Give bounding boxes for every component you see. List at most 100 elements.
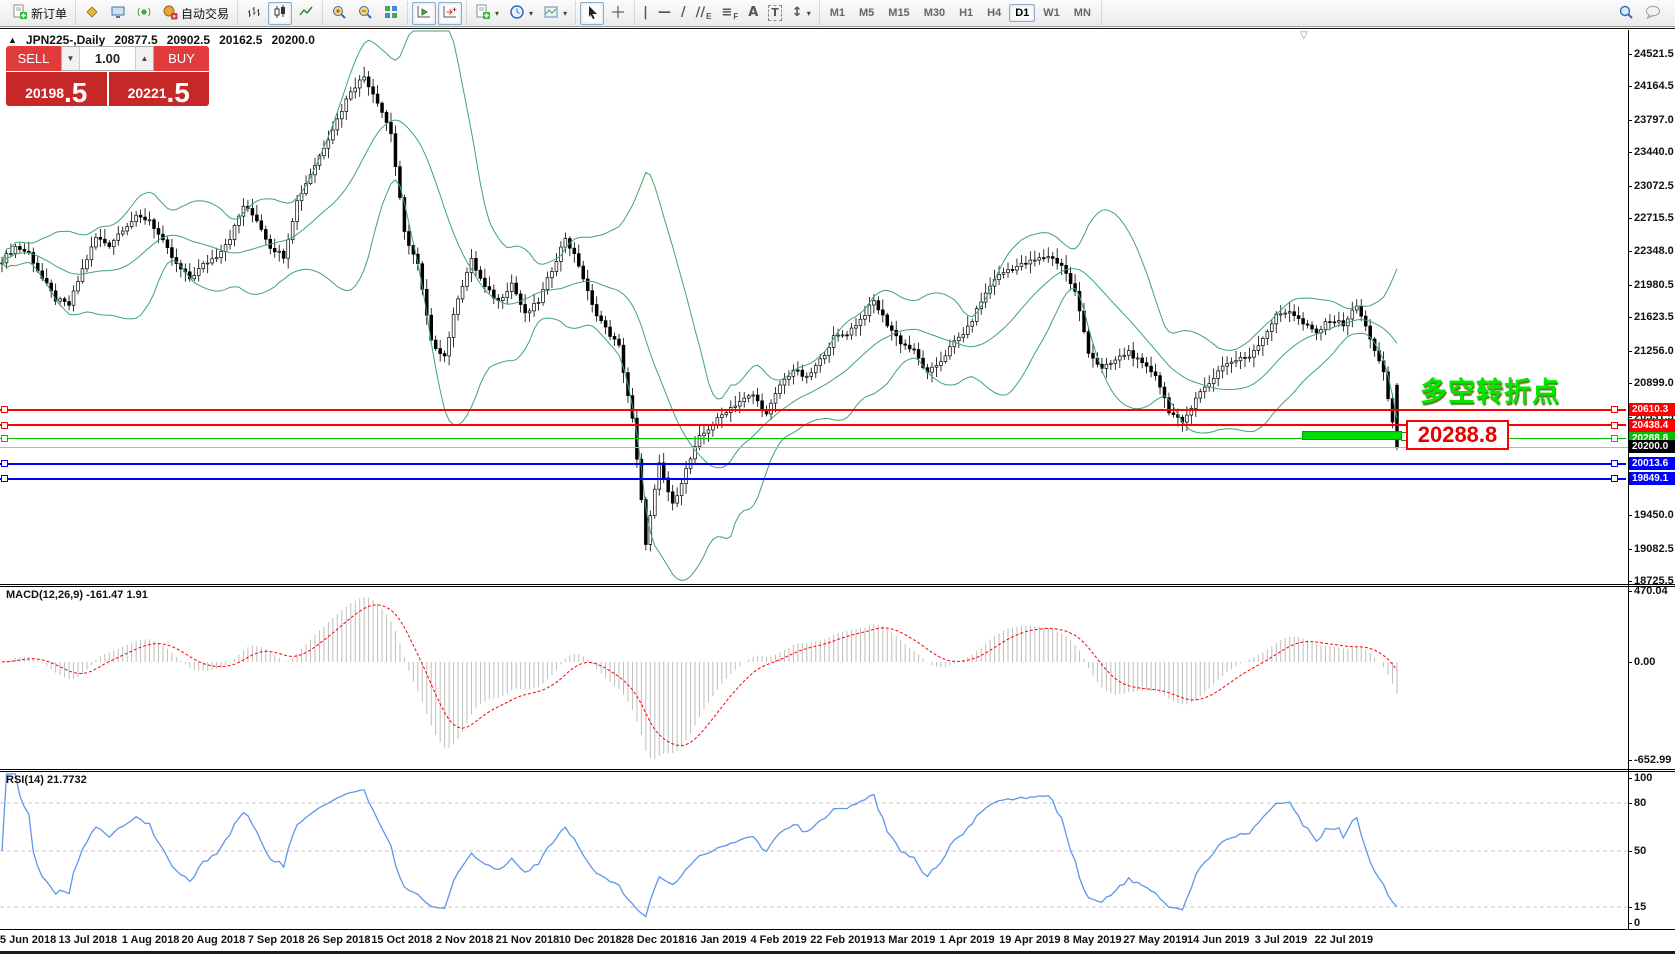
vertical-line-icon: | (643, 5, 648, 20)
price-pane[interactable] (0, 30, 1628, 584)
line-handle[interactable] (1611, 406, 1618, 414)
arrows-button[interactable]: ↕ ▾ (788, 4, 815, 22)
date-label: 22 Jul 2019 (1314, 934, 1374, 946)
time-axis[interactable]: 25 Jun 2018 13 Jul 2018 1 Aug 2018 20 Aug 2… (0, 931, 1628, 950)
horizontal-line-20438.4[interactable] (0, 424, 1626, 427)
line-chart-button[interactable] (294, 2, 318, 25)
auto-scroll-icon (416, 4, 432, 23)
chart-shift-marker[interactable]: ▽ (1300, 30, 1308, 41)
price-tag-20438.4: 20438.4 (1629, 418, 1675, 432)
tf-button-m30[interactable]: M30 (923, 7, 946, 19)
volume-input[interactable] (80, 47, 135, 70)
tf-button-m5[interactable]: M5 (859, 7, 875, 19)
bar-chart-button[interactable] (242, 2, 266, 25)
tf-button-m15[interactable]: M15 (888, 7, 910, 19)
chat-button[interactable] (1640, 2, 1664, 25)
axis-tick (1628, 218, 1632, 219)
pane-separator[interactable] (0, 584, 1675, 585)
axis-tick-label: 470.04 (1634, 585, 1668, 597)
line-handle[interactable] (1, 475, 8, 483)
equidistant-channel-button[interactable]: ∕∕ E (695, 5, 712, 22)
line-handle[interactable] (1611, 475, 1618, 483)
text-icon: A (748, 5, 759, 20)
caret-down-icon: ▾ (529, 8, 534, 18)
signals-button[interactable] (132, 2, 156, 25)
volume-decrease-button[interactable]: ▼ (62, 47, 80, 70)
line-handle[interactable] (1611, 421, 1618, 429)
line-handle[interactable] (1611, 435, 1618, 443)
horizontal-line-20013.6[interactable] (0, 462, 1626, 465)
crosshair-icon (610, 4, 626, 23)
line-handle[interactable] (1, 406, 8, 414)
vertical-line-button[interactable]: | (639, 4, 652, 22)
autotrading-icon (162, 4, 178, 23)
new-chart-button[interactable]: ▾ (471, 2, 503, 25)
pane-separator[interactable] (0, 769, 1675, 770)
tile-windows-button[interactable] (379, 2, 403, 25)
line-handle[interactable] (1611, 460, 1618, 468)
axis-tick-label: 19450.0 (1634, 509, 1674, 521)
autotrading-button[interactable]: 自动交易 (158, 2, 233, 25)
axis-tick (1628, 251, 1632, 252)
rsi-pane[interactable] (0, 772, 1628, 929)
date-label: 19 Apr 2019 (999, 934, 1061, 946)
axis-tick (1628, 803, 1632, 804)
text-button[interactable]: A (744, 4, 762, 22)
search-button[interactable] (1614, 2, 1638, 25)
price-tag-20610.3: 20610.3 (1629, 403, 1675, 417)
template-menu-button[interactable]: ▾ (539, 2, 571, 25)
line-handle[interactable] (1, 460, 8, 468)
line-handle[interactable] (1, 435, 8, 443)
date-label: 25 Jun 2018 (0, 934, 57, 946)
zoom-out-icon (357, 4, 373, 23)
buy-button[interactable]: BUY (154, 46, 209, 71)
macd-pane[interactable] (0, 587, 1628, 769)
axis-tick (1628, 120, 1632, 121)
horizontal-line-19849.1[interactable] (0, 477, 1626, 480)
rsi-indicator-label: RSI(14) 21.7732 (6, 774, 87, 786)
tf-button-w1[interactable]: W1 (1043, 7, 1060, 19)
date-label: 1 Apr 2019 (939, 934, 995, 946)
horizontal-line-20288.8[interactable] (0, 438, 1626, 440)
candlestick-chart-button[interactable] (268, 1, 293, 25)
pane-separator (0, 771, 1675, 772)
volume-increase-button[interactable]: ▲ (135, 47, 153, 70)
horizontal-line-20610.3[interactable] (0, 408, 1626, 411)
auto-scroll-button[interactable] (412, 1, 437, 25)
axis-tick (1628, 383, 1632, 384)
trendline-button[interactable]: / (677, 4, 690, 22)
new-order-button[interactable]: 新订单 (8, 2, 71, 25)
tf-button-mn[interactable]: MN (1073, 7, 1091, 19)
caret-down-icon: ▾ (563, 8, 568, 18)
tf-button-h1[interactable]: H1 (959, 7, 974, 19)
support-zone-bar[interactable] (1302, 431, 1402, 440)
crosshair-button[interactable] (606, 2, 630, 25)
turning-point-annotation: 多空转折点 (1420, 377, 1560, 407)
timeframe-bar: M1 M5 M15 M30 H1 H4 D1 W1 MN (820, 1, 1102, 25)
axis-tick-label: 20899.0 (1634, 377, 1674, 389)
fibonacci-icon: ≡ (721, 5, 733, 20)
tf-button-d1[interactable]: D1 (1009, 4, 1036, 22)
metaeditor-button[interactable] (106, 2, 130, 25)
zoom-out-button[interactable] (353, 2, 377, 25)
chart-shift-button[interactable] (438, 1, 463, 25)
candlestick-chart-icon (272, 4, 288, 23)
line-handle[interactable] (1, 421, 8, 429)
zoom-in-icon (331, 4, 347, 23)
cursor-button[interactable] (580, 1, 605, 25)
horizontal-line-button[interactable]: — (654, 4, 675, 22)
axis-tick-label: 19082.5 (1634, 543, 1674, 555)
fibonacci-button[interactable]: ≡ F (721, 5, 739, 22)
sell-button[interactable]: SELL (6, 46, 61, 71)
tf-button-m1[interactable]: M1 (829, 7, 845, 19)
axis-tick-label: 23440.0 (1634, 146, 1674, 158)
collapse-panel-icon[interactable]: ▲ (8, 35, 17, 45)
sell-price[interactable]: 20198.5 (6, 72, 107, 106)
styler-button[interactable] (80, 2, 104, 25)
buy-price[interactable]: 20221.5 (108, 72, 209, 106)
period-menu-button[interactable]: ▾ (505, 2, 537, 25)
zoom-in-button[interactable] (327, 2, 351, 25)
chart-ohlc-header: ▲ JPN225-,Daily 20877.5 20902.5 20162.5 … (8, 33, 315, 47)
tf-button-h4[interactable]: H4 (987, 7, 1002, 19)
text-label-button[interactable]: T (764, 3, 786, 23)
